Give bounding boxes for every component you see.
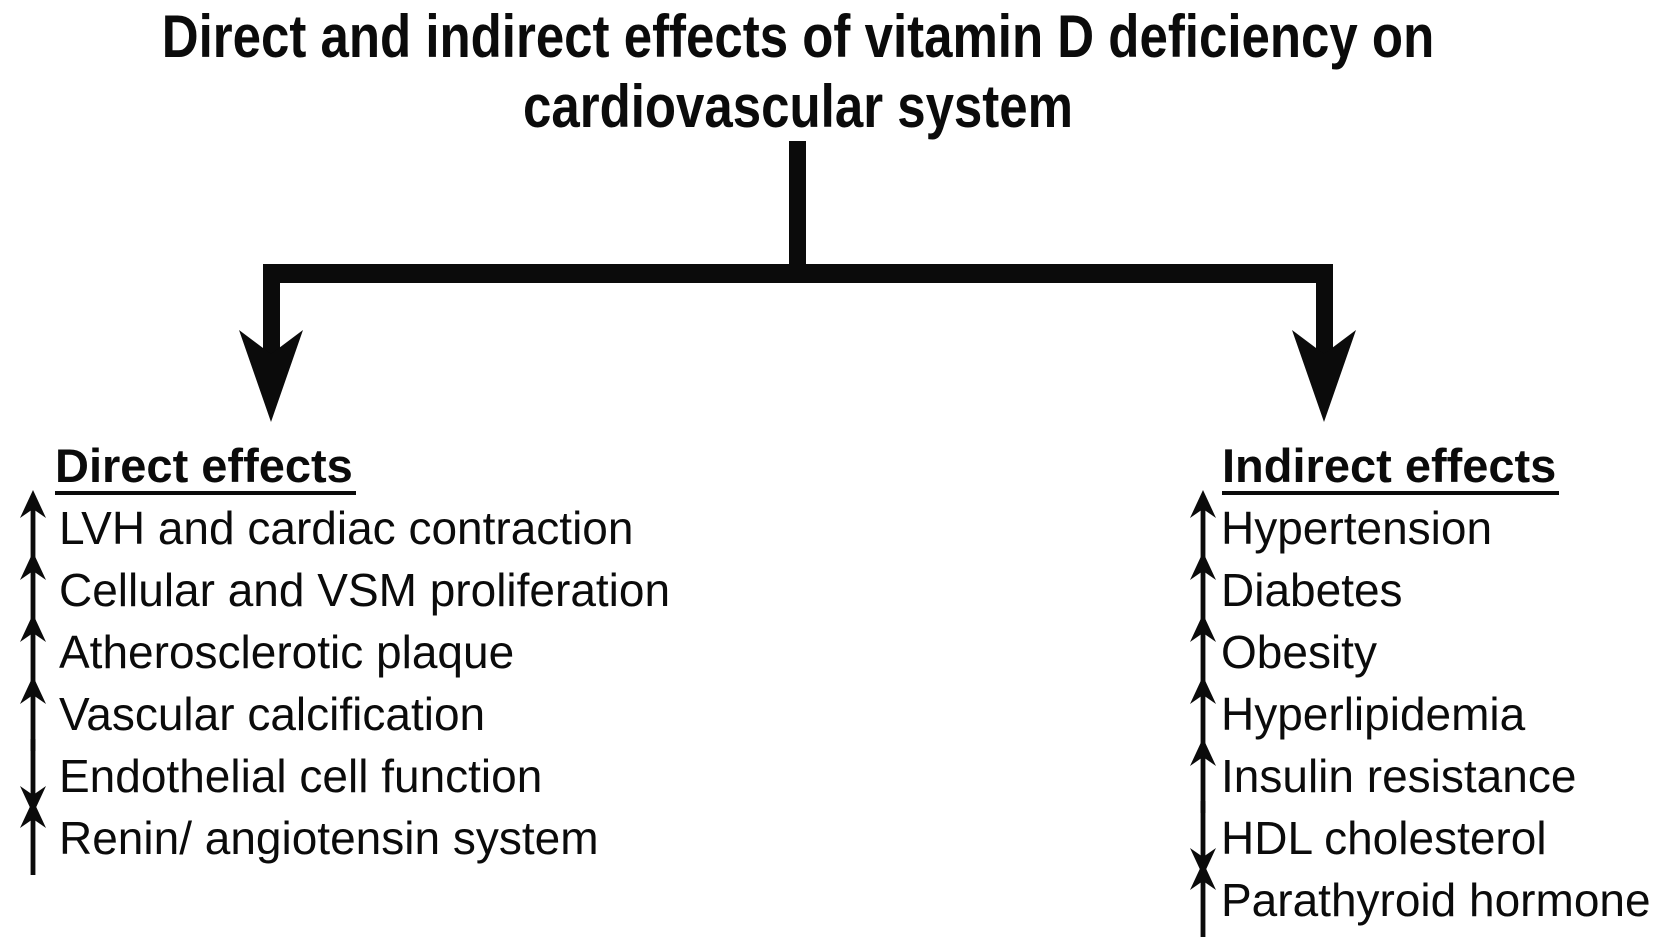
item-label: Diabetes <box>1221 564 1403 616</box>
list-item: Obesity <box>1188 614 1651 689</box>
up-arrow-icon <box>1190 738 1216 813</box>
indirect-effects-heading: Indirect effects <box>1222 441 1560 495</box>
up-arrow-icon <box>20 614 46 689</box>
item-label: LVH and cardiac contraction <box>59 502 634 554</box>
list-item: Diabetes <box>1188 552 1651 627</box>
up-arrow-icon <box>1190 552 1216 627</box>
item-label: Atherosclerotic plaque <box>59 626 515 678</box>
up-arrow-icon <box>1190 614 1216 689</box>
connector-stem <box>789 141 806 283</box>
title-line-1: Direct and indirect effects of vitamin D… <box>161 3 1435 70</box>
list-item: Renin/ angiotensin system <box>18 800 670 875</box>
list-item: Cellular and VSM proliferation <box>18 552 671 627</box>
figure-title: Direct and indirect effects of vitamin D… <box>0 2 1596 142</box>
connector-left-arrowhead-icon <box>239 330 303 422</box>
list-item: Hypertension <box>1188 490 1651 565</box>
up-arrow-icon <box>20 800 46 875</box>
up-arrow-icon <box>20 552 46 627</box>
connector-right-arrowhead-icon <box>1292 330 1356 422</box>
list-item: Vascular calcification <box>18 676 670 751</box>
up-arrow-icon <box>1190 676 1216 751</box>
direct-effects-heading: Direct effects <box>55 441 356 495</box>
connector-crossbar <box>263 264 1333 283</box>
connector-left-drop <box>263 264 280 356</box>
up-arrow-icon <box>1190 862 1216 937</box>
up-arrow-icon <box>20 490 46 565</box>
list-item: LVH and cardiac contraction <box>18 490 670 565</box>
item-label: Parathyroid hormone <box>1221 874 1651 926</box>
item-label: Obesity <box>1221 626 1377 678</box>
item-label: Renin/ angiotensin system <box>59 812 599 864</box>
list-item: Endothelial cell function <box>18 739 670 814</box>
connector-right-drop <box>1316 264 1333 356</box>
direct-effects-list: LVH and cardiac contraction Cellular and … <box>18 490 671 875</box>
item-label: Vascular calcification <box>59 688 486 740</box>
up-arrow-icon <box>20 676 46 751</box>
title-line-2: cardiovascular system <box>522 73 1074 140</box>
item-label: HDL cholesterol <box>1221 812 1547 864</box>
list-item: Insulin resistance <box>1188 738 1651 813</box>
list-item: Parathyroid hormone <box>1188 862 1651 937</box>
list-item: Hyperlipidemia <box>1188 676 1651 751</box>
item-label: Endothelial cell function <box>59 750 543 802</box>
up-arrow-icon <box>1190 490 1216 565</box>
indirect-effects-list: Hypertension Diabetes Obesity Hyperlipidemi… <box>1188 490 1651 937</box>
item-label: Hypertension <box>1221 502 1493 554</box>
item-label: Cellular and VSM proliferation <box>59 564 671 616</box>
list-item: Atherosclerotic plaque <box>18 614 670 689</box>
item-label: Hyperlipidemia <box>1221 688 1526 740</box>
list-item: HDL cholesterol <box>1188 801 1651 876</box>
item-label: Insulin resistance <box>1221 750 1577 802</box>
